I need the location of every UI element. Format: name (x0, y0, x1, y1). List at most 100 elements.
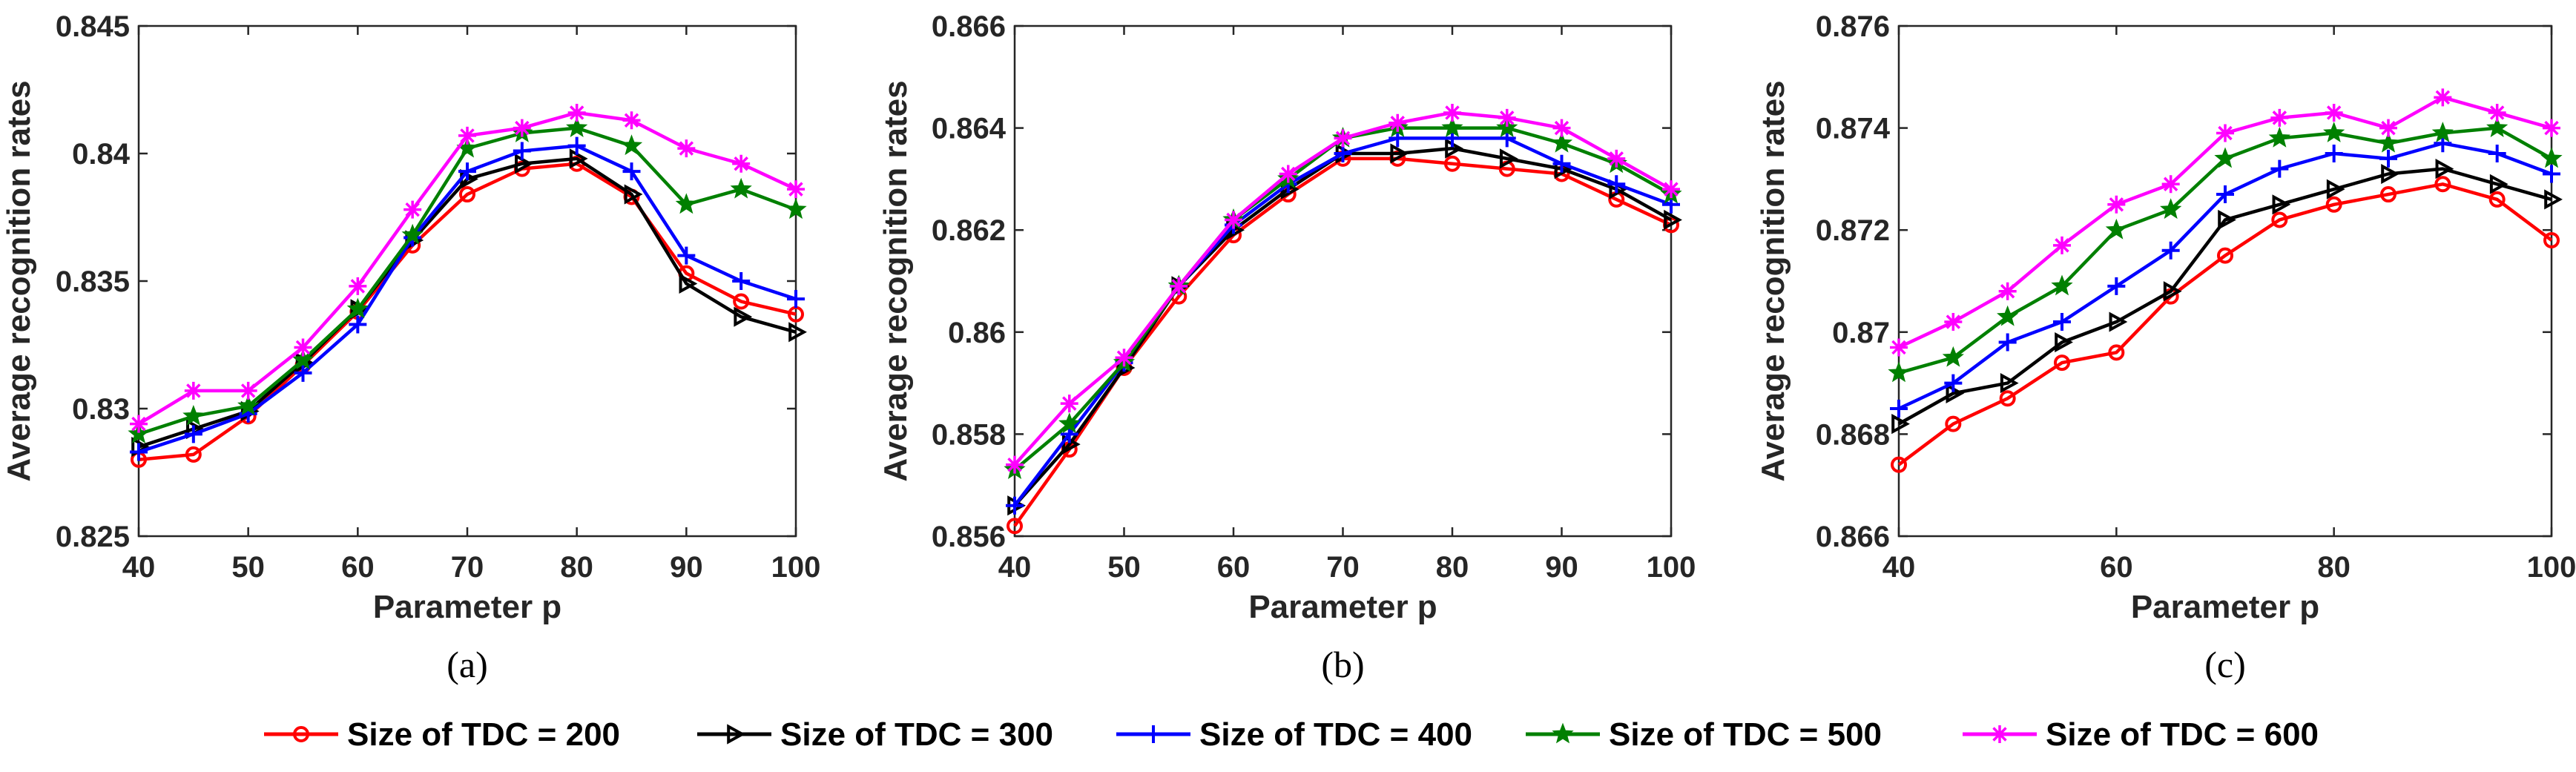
data-point (403, 200, 422, 219)
y-tick-label: 0.845 (56, 10, 130, 43)
data-point (2488, 145, 2506, 162)
series-line (1898, 141, 2552, 411)
data-point (1334, 145, 1352, 162)
data-point (1334, 129, 1352, 148)
data-point (1060, 395, 1078, 413)
data-point (2108, 344, 2125, 361)
data-point (2543, 165, 2560, 183)
data-point (2435, 159, 2454, 179)
data-point (294, 363, 312, 382)
data-point (679, 273, 698, 294)
data-point (1662, 180, 1680, 199)
data-point (458, 126, 476, 145)
data-point (349, 315, 367, 334)
data-point (185, 446, 202, 463)
data-point (1279, 165, 1297, 183)
y-tick-label: 0.856 (932, 521, 1006, 553)
data-point (622, 111, 641, 130)
legend-label: Size of TDC = 300 (780, 716, 1053, 753)
data-point (1607, 149, 1626, 168)
data-point (733, 293, 750, 310)
data-point (2326, 179, 2345, 199)
data-point (184, 381, 202, 400)
data-point (2488, 191, 2506, 208)
data-point (566, 116, 588, 138)
data-point (2105, 218, 2127, 240)
data-point (2216, 185, 2234, 204)
y-tick-label: 0.825 (56, 521, 130, 553)
x-tick-label: 70 (1326, 551, 1360, 584)
series-600 (1006, 103, 1680, 474)
data-point (1891, 414, 1910, 435)
data-point (677, 139, 696, 158)
data-point (2380, 186, 2397, 203)
data-point (624, 184, 643, 205)
y-tick-label: 0.868 (1816, 418, 1890, 451)
y-tick-label: 0.87 (1832, 317, 1890, 349)
x-tick-label: 50 (231, 551, 265, 584)
data-point (2543, 231, 2560, 248)
data-point (1170, 277, 1188, 295)
data-point (2431, 122, 2454, 142)
plot-area (1897, 24, 2553, 538)
data-point (346, 297, 369, 319)
data-point (1891, 456, 1907, 473)
panel-caption: (a) (447, 644, 488, 685)
y-tick-label: 0.864 (932, 113, 1007, 145)
data-point (785, 198, 807, 220)
series-400 (1890, 134, 2560, 418)
x-tick-label: 70 (451, 551, 484, 584)
data-point (1942, 346, 1964, 367)
data-point (1890, 400, 1908, 418)
legend-item: Size of TDC = 500 (1526, 716, 1882, 753)
data-point (2325, 196, 2342, 213)
x-tick-label: 60 (2100, 551, 2133, 584)
series-line (1013, 146, 1673, 507)
x-tick-label: 60 (1217, 551, 1251, 584)
x-axis-label: Parameter p (373, 589, 561, 625)
data-point (2543, 119, 2560, 137)
data-point (2107, 277, 2126, 295)
data-point (732, 272, 751, 290)
data-point (677, 246, 696, 265)
data-point (2379, 149, 2397, 168)
y-tick-label: 0.876 (1816, 10, 1890, 43)
y-tick-label: 0.858 (932, 418, 1006, 451)
data-point (2160, 198, 2182, 220)
x-tick-label: 80 (2317, 551, 2351, 584)
data-point (515, 154, 533, 174)
legend-item: Size of TDC = 300 (697, 716, 1053, 753)
data-point (2540, 147, 2563, 168)
series-line (1897, 167, 2552, 426)
data-point (1998, 282, 2017, 300)
series-line (137, 110, 797, 426)
data-point (1390, 143, 1409, 164)
series-line (1013, 156, 1672, 527)
series-600 (1890, 88, 2560, 357)
series-line (1013, 136, 1672, 507)
data-point (2377, 131, 2399, 153)
legend-label: Size of TDC = 600 (2046, 716, 2319, 753)
data-point (1496, 116, 1518, 138)
legend-item: Size of TDC = 400 (1116, 716, 1472, 753)
data-point (2053, 313, 2071, 331)
panel-caption: (c) (2204, 644, 2246, 685)
data-point (2053, 236, 2071, 254)
data-point (2055, 331, 2073, 353)
data-point (2163, 281, 2182, 302)
data-point (2488, 103, 2506, 122)
series-500 (1004, 116, 1682, 479)
data-point (182, 404, 205, 426)
y-tick-label: 0.874 (1816, 113, 1891, 145)
x-tick-label: 80 (1436, 551, 1469, 584)
data-point (458, 162, 476, 181)
data-point (1443, 103, 1461, 122)
data-point (1225, 211, 1242, 229)
legend-marker (293, 726, 309, 742)
data-point (569, 148, 588, 169)
data-point (2271, 211, 2288, 228)
data-point (787, 290, 805, 309)
x-tick-label: 100 (771, 551, 821, 584)
y-tick-label: 0.866 (1816, 521, 1890, 553)
data-point (1058, 412, 1081, 434)
